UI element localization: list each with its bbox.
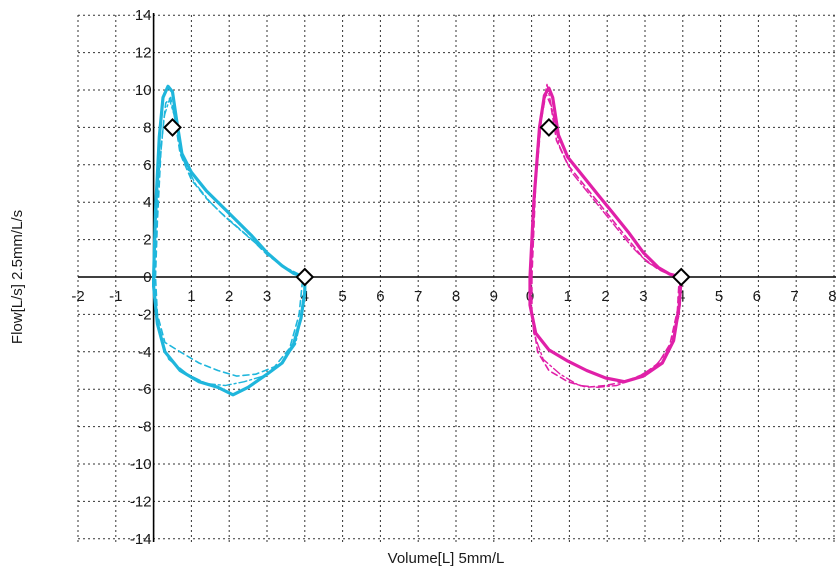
x-tick-label-right: 6 [753,288,761,305]
left-diamond-marker [295,267,315,287]
y-axis-title: Flow[L/s] 2.5mm/L/s [9,210,26,344]
y-tick-label: -12 [130,493,152,510]
y-tick-label: 0 [143,269,151,286]
y-tick-label: -10 [130,456,152,473]
left-curve-dashdot [152,98,306,387]
right-diamond-marker [671,267,691,287]
y-tick-label: -14 [130,531,152,548]
x-tick-label-right: 1 [564,288,572,305]
axes [78,13,836,542]
x-axis-title: Volume[L] 5mm/L [388,550,505,567]
x-tick-label-left: 3 [263,288,271,305]
curve-markers [163,117,691,287]
y-tick-label: -4 [138,344,151,361]
y-tick-label: 6 [143,157,151,174]
x-tick-label-left: 2 [225,288,233,305]
y-tick-label: -6 [138,381,151,398]
x-tick-label-left: 8 [452,288,460,305]
y-tick-label: 10 [135,82,152,99]
right-diamond-marker [539,117,559,137]
y-tick-label: 2 [143,232,151,249]
right-curve-solid [528,86,683,384]
x-tick-label-right: 3 [639,288,647,305]
y-tick-label: 4 [143,194,151,211]
x-tick-label-right: 5 [715,288,723,305]
x-tick-label-right: 2 [601,288,609,305]
y-tick-label: 14 [135,7,152,24]
grid-lines [77,14,836,542]
y-tick-label: 8 [143,119,151,136]
flow-volume-curves [152,83,683,397]
left-diamond-marker [163,117,182,137]
x-tick-label-left: -2 [71,288,84,305]
x-tick-label-left: 1 [187,288,195,305]
x-tick-label-left: 9 [490,288,498,305]
y-tick-label: -8 [138,419,151,436]
x-tick-label-left: 5 [338,288,346,305]
y-tick-label: 12 [135,45,152,62]
y-tick-label: -2 [138,306,151,323]
x-tick-label-right: 7 [790,288,798,305]
x-tick-label-right: 8 [828,288,836,305]
x-tick-label-left: 7 [414,288,422,305]
right-curve-dashed [531,92,681,389]
left-curve-dashed [154,96,304,377]
x-tick-label-left: 6 [376,288,384,305]
x-tick-label-left: -1 [109,288,122,305]
